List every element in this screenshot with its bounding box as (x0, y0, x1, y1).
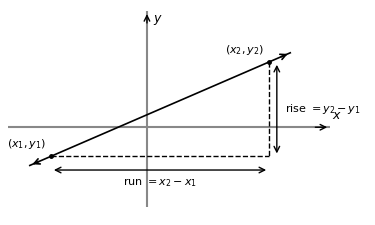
Text: $y$: $y$ (153, 13, 164, 27)
Text: rise $= y_2 - y_1$: rise $= y_2 - y_1$ (285, 102, 360, 116)
Text: $(x_{1},y_{1})$: $(x_{1},y_{1})$ (7, 137, 46, 151)
Text: run $= x_2 - x_1$: run $= x_2 - x_1$ (123, 177, 197, 189)
Text: $(x_{2},y_{2})$: $(x_{2},y_{2})$ (225, 43, 265, 56)
Text: $x$: $x$ (332, 109, 342, 122)
